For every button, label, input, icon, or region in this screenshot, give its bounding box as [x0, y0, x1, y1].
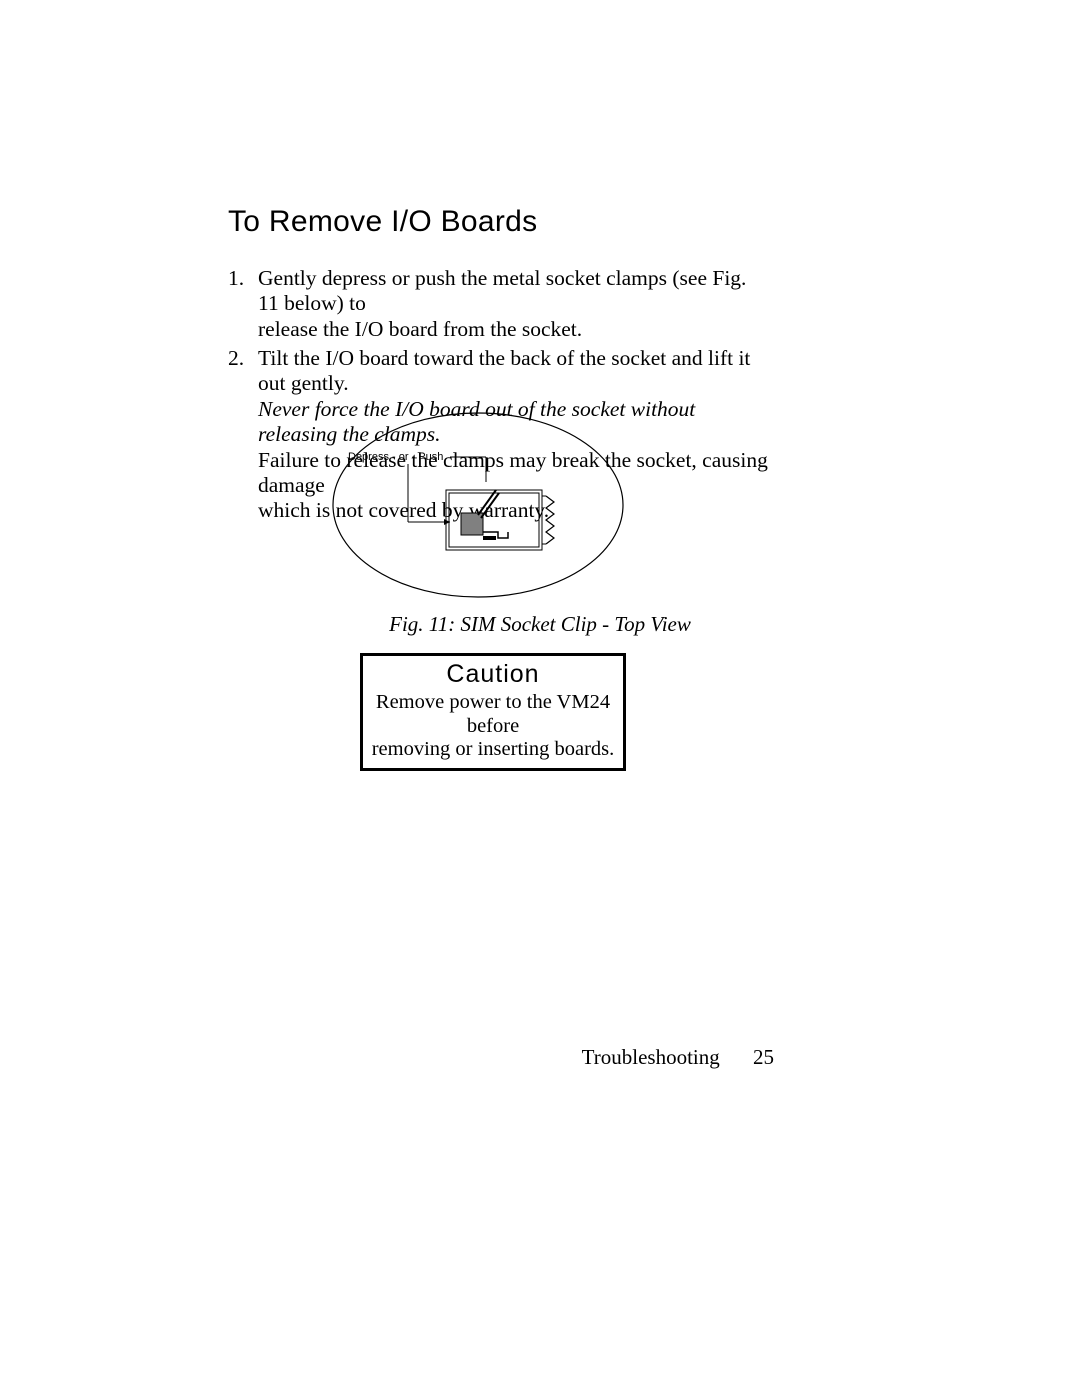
- caution-title: Caution: [369, 660, 617, 689]
- caution-text: Remove power to the VM24 before removing…: [369, 691, 617, 762]
- list-body: Gently depress or push the metal socket …: [258, 266, 768, 342]
- diagram-label: Depress - or - Push: [348, 451, 443, 463]
- footer-page-number: 25: [753, 1045, 774, 1069]
- caution-line: Remove power to the VM24 before: [376, 691, 610, 737]
- step-text: Gently depress or push the metal socket …: [258, 266, 746, 315]
- socket-diagram: Depress - or - Push: [328, 410, 628, 600]
- step-text: Tilt the I/O board toward the back of th…: [258, 346, 750, 395]
- page: To Remove I/O Boards 1. Gently depress o…: [0, 0, 1080, 1397]
- figure-caption: Fig. 11: SIM Socket Clip - Top View: [0, 612, 1080, 637]
- list-number: 1.: [228, 266, 258, 342]
- caution-box: Caution Remove power to the VM24 before …: [360, 653, 626, 771]
- page-footer: Troubleshooting 25: [582, 1045, 774, 1070]
- caution-line: removing or inserting boards.: [372, 738, 615, 760]
- step-text: release the I/O board from the socket.: [258, 317, 582, 341]
- list-item: 1. Gently depress or push the metal sock…: [228, 266, 768, 342]
- footer-section: Troubleshooting: [582, 1045, 720, 1069]
- list-number: 2.: [228, 346, 258, 524]
- section-heading: To Remove I/O Boards: [228, 205, 537, 239]
